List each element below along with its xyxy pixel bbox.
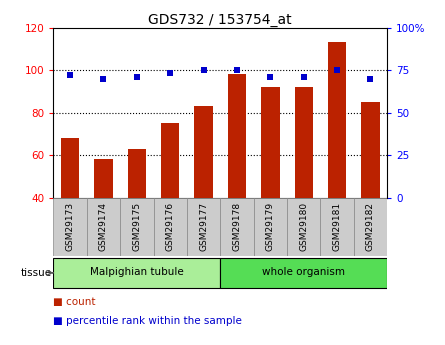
Bar [94,159,113,198]
Point [167,71,174,76]
Text: GSM29175: GSM29175 [132,202,142,251]
Text: GSM29179: GSM29179 [266,202,275,251]
FancyBboxPatch shape [287,198,320,256]
Bar [228,74,246,198]
Point [300,74,307,80]
Point [100,76,107,81]
FancyBboxPatch shape [53,257,220,288]
FancyBboxPatch shape [87,198,120,256]
Bar [128,149,146,198]
Text: Malpighian tubule: Malpighian tubule [90,267,184,277]
FancyBboxPatch shape [154,198,187,256]
FancyBboxPatch shape [254,198,287,256]
FancyBboxPatch shape [220,257,387,288]
FancyBboxPatch shape [187,198,220,256]
Text: GSM29178: GSM29178 [232,202,242,251]
Point [367,76,374,81]
Bar [161,123,179,198]
Point [134,74,141,80]
Text: GSM29177: GSM29177 [199,202,208,251]
FancyBboxPatch shape [320,198,354,256]
Bar [328,42,346,198]
Point [334,67,341,73]
Text: GSM29180: GSM29180 [299,202,308,251]
Bar [295,87,313,198]
Text: GSM29174: GSM29174 [99,202,108,251]
Bar [61,138,79,198]
Text: ■ percentile rank within the sample: ■ percentile rank within the sample [53,316,242,326]
Point [200,67,207,73]
Text: GSM29176: GSM29176 [166,202,175,251]
FancyBboxPatch shape [220,198,254,256]
FancyBboxPatch shape [354,198,387,256]
Bar [194,106,213,198]
Text: whole organism: whole organism [262,267,345,277]
Point [67,72,74,78]
Text: tissue: tissue [20,268,52,278]
Text: GSM29181: GSM29181 [332,202,342,251]
FancyBboxPatch shape [120,198,154,256]
Point [234,67,241,73]
Text: ■ count: ■ count [53,297,96,307]
Text: GSM29173: GSM29173 [65,202,75,251]
Bar [361,102,380,198]
Bar [261,87,279,198]
Title: GDS732 / 153754_at: GDS732 / 153754_at [149,12,292,27]
Text: GSM29182: GSM29182 [366,202,375,251]
Point [267,74,274,80]
FancyBboxPatch shape [53,198,87,256]
